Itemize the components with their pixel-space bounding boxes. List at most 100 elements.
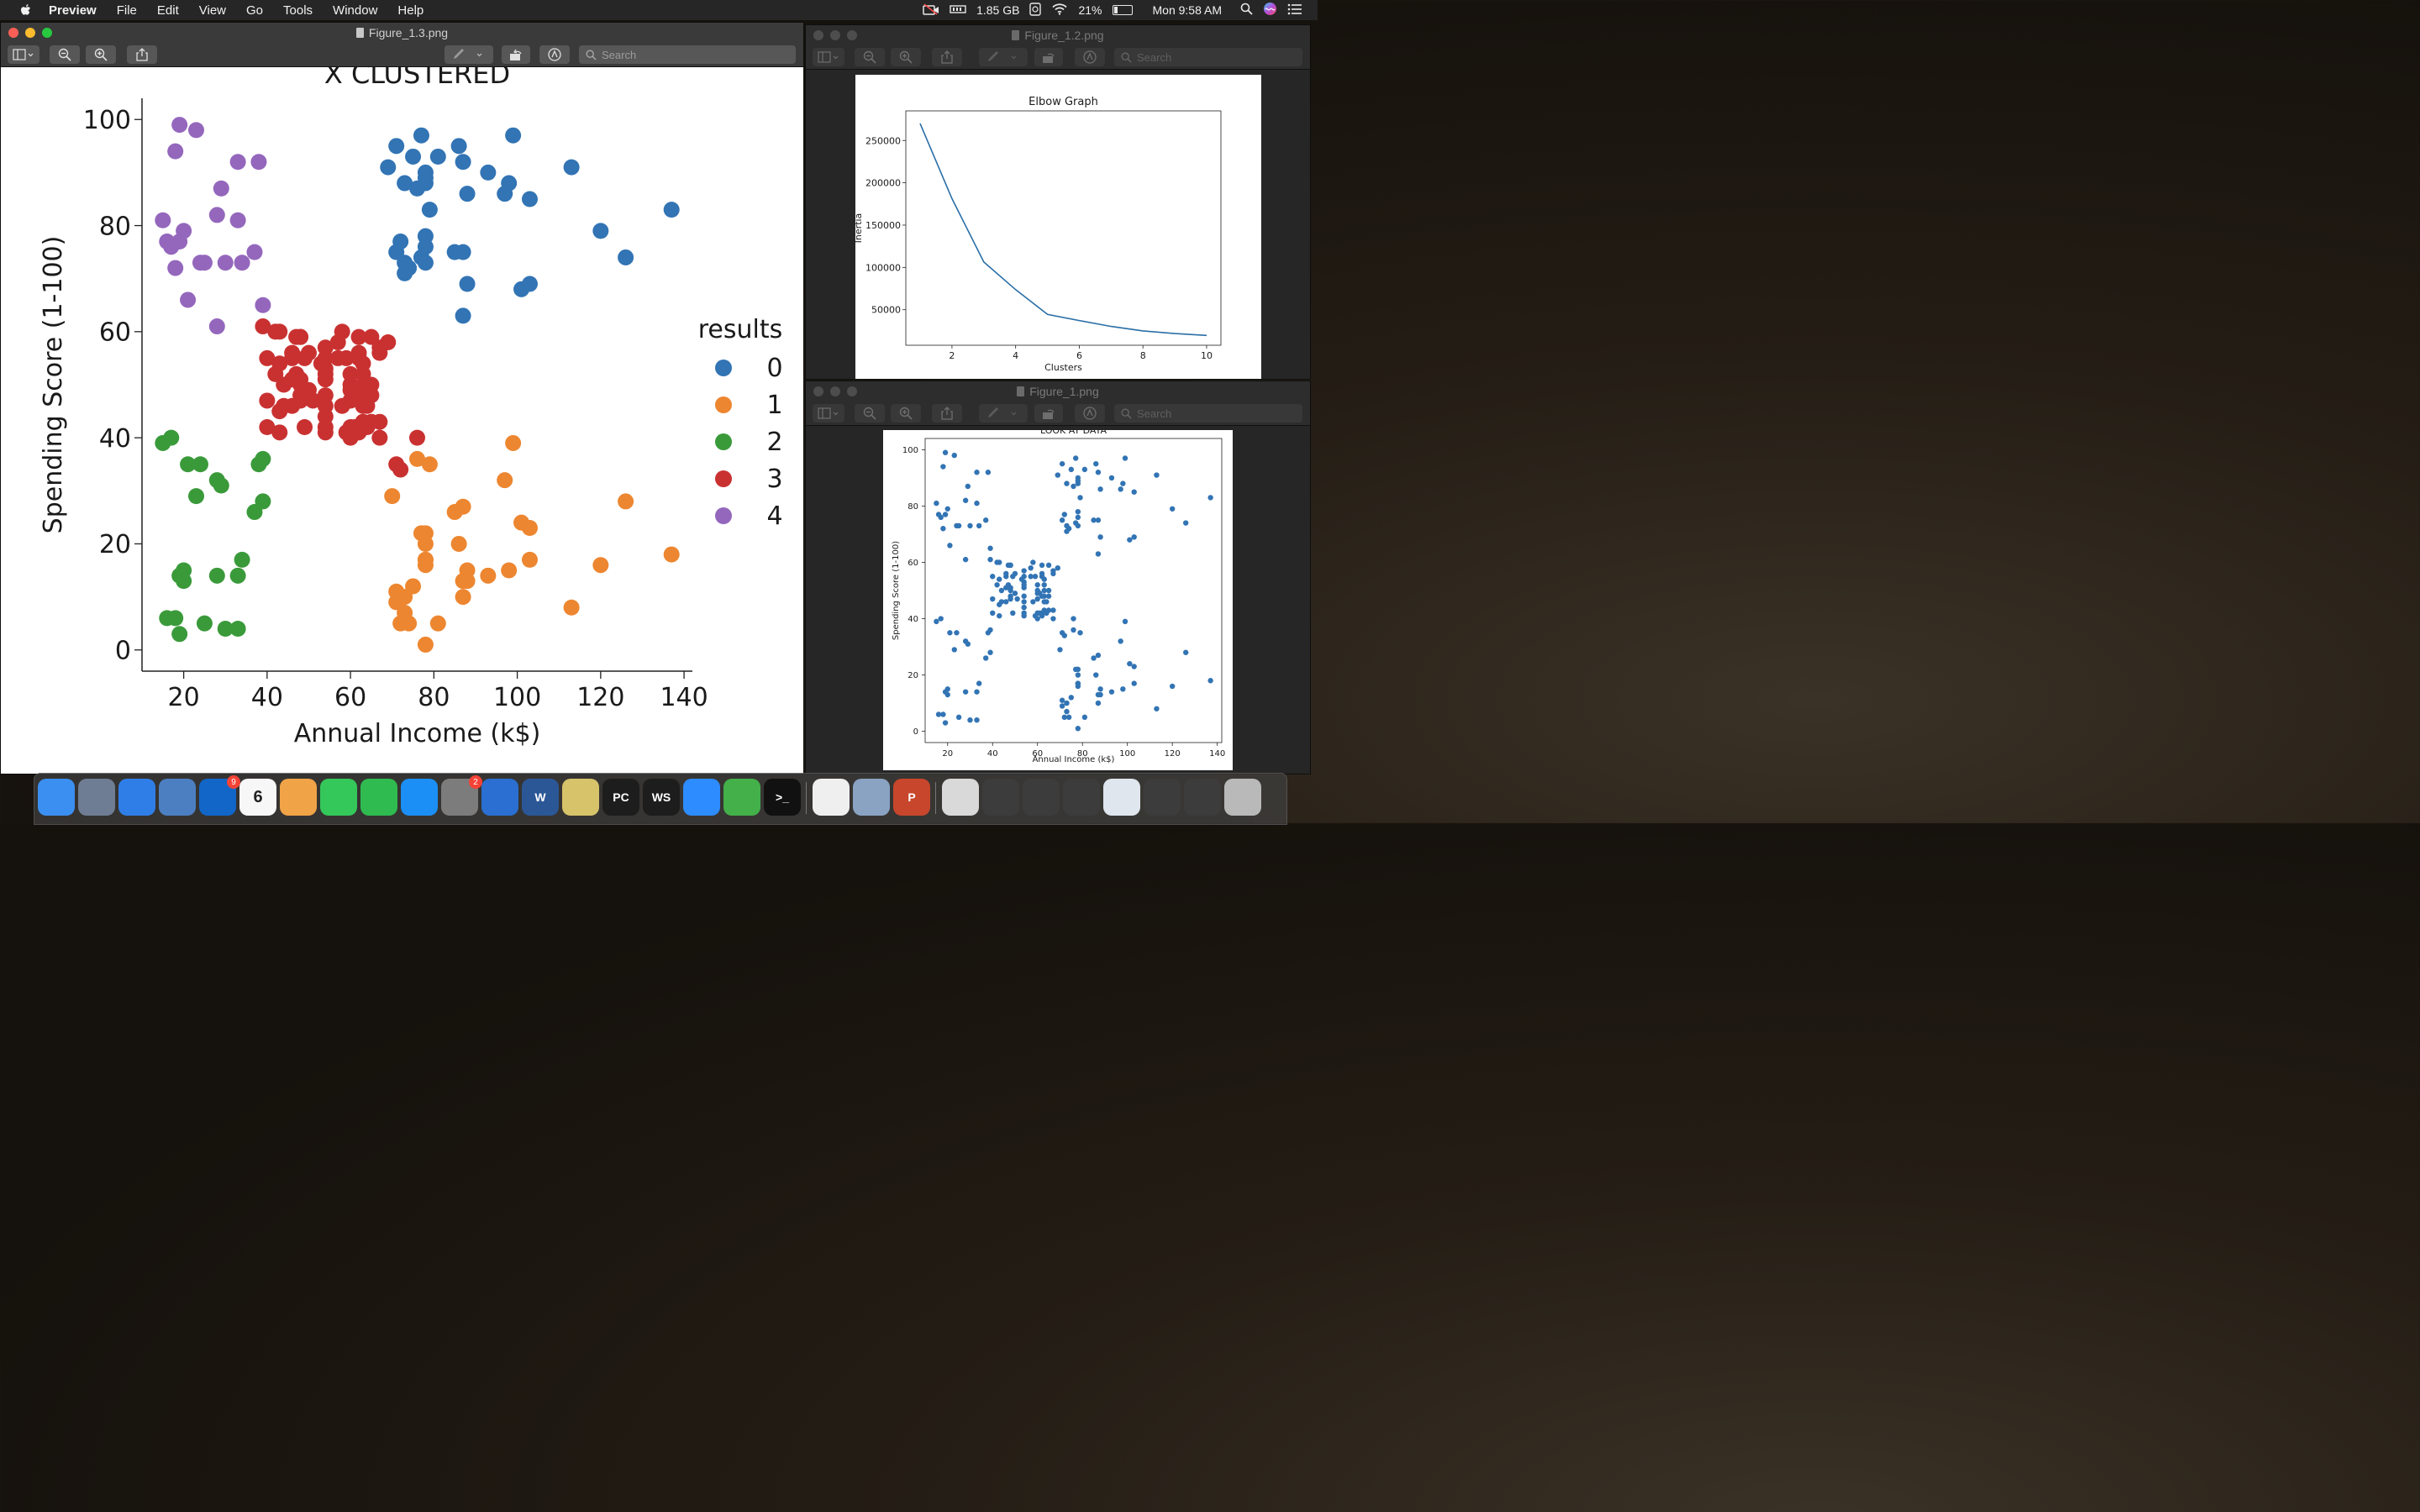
screen-record-icon[interactable] (923, 3, 939, 18)
markup-pen-button[interactable] (979, 404, 1028, 423)
data-point (1122, 618, 1128, 625)
trash-icon[interactable] (1224, 779, 1261, 816)
python-icon[interactable] (562, 779, 599, 816)
data-point (592, 223, 609, 239)
preview-window-figure-1-2[interactable]: Figure_1.2.png Search 2 4 6 8 10 50000 100000 1… (805, 24, 1311, 380)
menu-app-name[interactable]: Preview (49, 3, 97, 18)
word-icon[interactable]: W (522, 779, 559, 816)
memory-icon[interactable] (950, 3, 966, 17)
zoom-icon[interactable] (683, 779, 720, 816)
zoom-in-button[interactable] (86, 45, 116, 64)
markup-toolbar-button[interactable] (1075, 48, 1105, 66)
preview-window-figure-1[interactable]: Figure_1.png Search 20 40 60 80 100 120 140 0 20… (805, 381, 1311, 774)
data-point (592, 557, 609, 574)
window-thumb-2-icon[interactable] (1023, 779, 1060, 816)
share-button[interactable] (932, 404, 962, 423)
zoom-in-button[interactable] (891, 48, 921, 66)
rotate-button[interactable] (1034, 48, 1063, 66)
menu-edit[interactable]: Edit (156, 3, 179, 18)
minimize-button[interactable] (830, 30, 840, 40)
markup-pen-button[interactable] (445, 45, 493, 64)
app-store-icon[interactable] (401, 779, 438, 816)
close-button[interactable] (813, 386, 823, 396)
share-button[interactable] (127, 45, 157, 64)
data-point (455, 307, 471, 324)
pycharm-icon[interactable]: PC (602, 779, 639, 816)
minimize-button[interactable] (830, 386, 840, 396)
window-thumb-4-icon[interactable] (1103, 779, 1140, 816)
safari-icon[interactable] (118, 779, 155, 816)
menu-window[interactable]: Window (333, 3, 378, 18)
close-button[interactable] (8, 28, 18, 38)
markup-toolbar-button[interactable] (1075, 404, 1105, 423)
minimize-button[interactable] (25, 28, 35, 38)
spotlight-icon[interactable] (1240, 3, 1253, 18)
battery-icon[interactable] (1112, 5, 1133, 15)
notification-center-icon[interactable] (1287, 3, 1302, 18)
zoom-out-button[interactable] (855, 404, 885, 423)
search-field[interactable]: Search (579, 45, 796, 64)
legend-marker (715, 433, 732, 450)
sidebar-toggle-button[interactable] (813, 404, 844, 423)
documents-folder-icon[interactable] (942, 779, 979, 816)
menu-go[interactable]: Go (246, 3, 264, 18)
outlook-icon[interactable]: 9 (199, 775, 240, 816)
webstorm-icon[interactable]: WS (643, 779, 680, 816)
messages-icon[interactable] (320, 779, 357, 816)
preview-doc-icon[interactable] (853, 779, 890, 816)
clock[interactable]: Mon 9:58 AM (1152, 3, 1223, 17)
launchpad-icon[interactable] (78, 779, 115, 816)
search-field[interactable]: Search (1114, 48, 1302, 66)
zoom-button[interactable] (42, 28, 52, 38)
data-point (1095, 652, 1102, 659)
zoom-out-button[interactable] (855, 48, 885, 66)
anaconda-icon[interactable] (723, 779, 760, 816)
zoom-out-button[interactable] (50, 45, 80, 64)
window-thumb-5-icon[interactable] (1144, 779, 1181, 816)
menu-tools[interactable]: Tools (283, 3, 313, 18)
x-tick-label: 100 (1119, 749, 1135, 759)
share-button[interactable] (932, 48, 962, 66)
sidebar-toggle-button[interactable] (813, 48, 844, 66)
data-point (1050, 570, 1056, 577)
calendar-icon[interactable]: 6 (239, 779, 276, 816)
textedit-icon[interactable] (813, 779, 850, 816)
photos-icon[interactable] (280, 779, 317, 816)
x-tick-label: 140 (660, 683, 708, 712)
powerpoint-icon[interactable]: P (893, 779, 930, 816)
facetime-icon[interactable] (360, 779, 397, 816)
wifi-icon[interactable] (1051, 3, 1068, 18)
zoom-button[interactable] (847, 30, 857, 40)
legend-marker (715, 507, 732, 524)
close-button[interactable] (813, 30, 823, 40)
zoom-button[interactable] (847, 386, 857, 396)
apple-menu-icon[interactable] (17, 3, 35, 17)
window-titlebar[interactable]: Figure_1.3.png (1, 23, 803, 43)
zoom-in-button[interactable] (891, 404, 921, 423)
window-titlebar[interactable]: Figure_1.png (806, 381, 1310, 402)
menu-view[interactable]: View (198, 3, 226, 18)
window-thumb-6-icon[interactable] (1184, 779, 1221, 816)
system-preferences-icon[interactable]: 2 (441, 775, 482, 816)
data-point (1207, 495, 1213, 501)
data-point (1131, 489, 1137, 495)
markup-toolbar-button[interactable] (539, 45, 570, 64)
markup-pen-button[interactable] (979, 48, 1028, 66)
time-machine-icon[interactable] (1029, 2, 1042, 18)
window-thumb-1-icon[interactable] (982, 779, 1019, 816)
menu-help[interactable]: Help (397, 3, 424, 18)
preview-window-figure-1-3[interactable]: Figure_1.3.png Search 20 40 60 80 100 120 140 0… (0, 22, 804, 774)
siri-icon[interactable] (1263, 2, 1277, 18)
window-thumb-3-icon[interactable] (1063, 779, 1100, 816)
terminal-icon[interactable]: >_ (764, 779, 801, 816)
finder-icon[interactable] (38, 779, 75, 816)
x-tick-label: 80 (1077, 749, 1088, 759)
preview-icon[interactable] (159, 779, 196, 816)
sidebar-toggle-button[interactable] (8, 45, 39, 64)
window-titlebar[interactable]: Figure_1.2.png (806, 25, 1310, 45)
rotate-button[interactable] (1034, 404, 1063, 423)
activity-monitor-icon[interactable] (481, 779, 518, 816)
rotate-button[interactable] (502, 45, 530, 64)
search-field[interactable]: Search (1114, 404, 1302, 423)
menu-file[interactable]: File (116, 3, 137, 18)
